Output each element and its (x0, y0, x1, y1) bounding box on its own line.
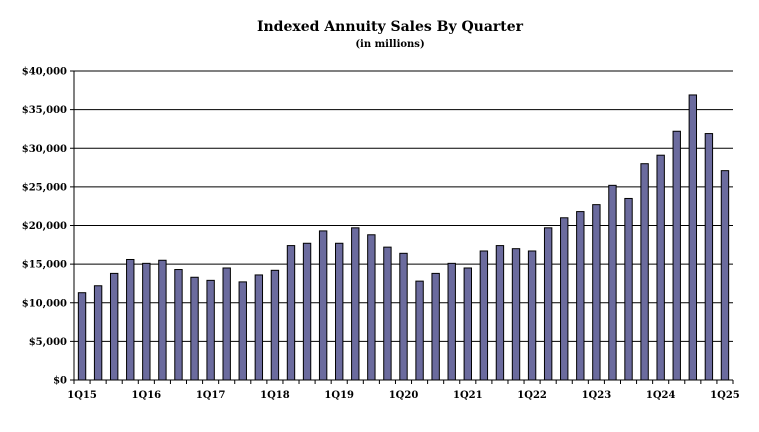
bar-4Q18 (318, 230, 328, 381)
bar-3Q19 (367, 234, 376, 381)
bar-4Q20 (447, 262, 456, 381)
bar-2Q17 (222, 267, 231, 381)
y-tick-label: $5,000 (29, 337, 67, 348)
bar-2Q21 (479, 250, 489, 381)
axes (73, 71, 733, 381)
bar-4Q15 (126, 258, 135, 381)
y-tick-label: $20,000 (22, 221, 67, 232)
bar-2Q22 (543, 227, 553, 381)
bar-4Q23 (640, 163, 649, 381)
x-tick-label: 1Q23 (582, 390, 612, 401)
y-tick-label: $10,000 (22, 298, 67, 309)
chart-subtitle: (in millions) (355, 39, 424, 50)
bar-3Q16 (174, 269, 183, 381)
bar-2Q24 (672, 130, 681, 381)
bar-1Q20 (399, 252, 408, 381)
bar-2Q23 (608, 184, 617, 381)
bar-3Q18 (302, 242, 312, 381)
y-tick-label: $15,000 (22, 260, 67, 271)
y-tick-label: $35,000 (22, 105, 67, 116)
x-tick-label: 1Q16 (132, 390, 162, 401)
bar-4Q22 (576, 211, 585, 381)
bar-3Q22 (560, 217, 569, 381)
x-tick-label: 1Q19 (324, 390, 354, 401)
x-tick-label: 1Q15 (67, 390, 97, 401)
bar-3Q21 (495, 245, 505, 381)
bar-1Q16 (142, 262, 151, 381)
chart-title: Indexed Annuity Sales By Quarter (257, 19, 524, 35)
bar-1Q15 (77, 292, 87, 381)
bar-1Q17 (206, 279, 215, 381)
bar-1Q18 (270, 269, 280, 381)
x-tick-label: 1Q22 (517, 390, 547, 401)
bar-1Q25 (720, 170, 730, 381)
x-axis-tick-labels: 1Q15 1Q16 1Q17 1Q18 1Q19 1Q20 1Q21 1Q22 1Q23 1Q24… (67, 380, 740, 401)
y-tick-label: $30,000 (22, 144, 67, 155)
bar-2Q18 (286, 245, 296, 381)
bar-4Q19 (383, 246, 392, 381)
x-tick-label: 1Q20 (389, 390, 419, 401)
bar-4Q24 (704, 133, 714, 381)
bar-2Q16 (158, 259, 167, 381)
y-axis-tick-labels: $0 $5,000 $10,000 $15,000 $20,000 $25,000 $30,… (22, 67, 74, 387)
bar-2Q19 (351, 227, 360, 381)
y-tick-label: $0 (53, 376, 67, 387)
bar-1Q23 (592, 204, 601, 381)
x-tick-label: 1Q17 (196, 390, 226, 401)
bar-2Q15 (93, 285, 103, 381)
x-tick-label: 1Q24 (646, 390, 676, 401)
x-tick-label: 1Q25 (710, 390, 740, 401)
x-tick-label: 1Q21 (453, 390, 483, 401)
bar-4Q16 (190, 276, 199, 381)
bar-4Q17 (254, 274, 264, 381)
bar-1Q21 (463, 267, 472, 381)
bars (77, 94, 730, 381)
bar-2Q20 (415, 280, 424, 381)
bar-3Q23 (624, 197, 633, 381)
bar-1Q22 (527, 250, 537, 381)
bar-3Q24 (688, 94, 698, 381)
bar-3Q20 (431, 272, 440, 381)
bar-1Q19 (335, 242, 344, 381)
x-tick-label: 1Q18 (260, 390, 290, 401)
bar-3Q15 (109, 272, 119, 381)
y-tick-label: $25,000 (22, 182, 67, 193)
y-tick-label: $40,000 (22, 67, 67, 78)
bar-1Q24 (656, 154, 665, 381)
bar-4Q21 (511, 248, 521, 381)
bar-3Q17 (238, 281, 247, 381)
